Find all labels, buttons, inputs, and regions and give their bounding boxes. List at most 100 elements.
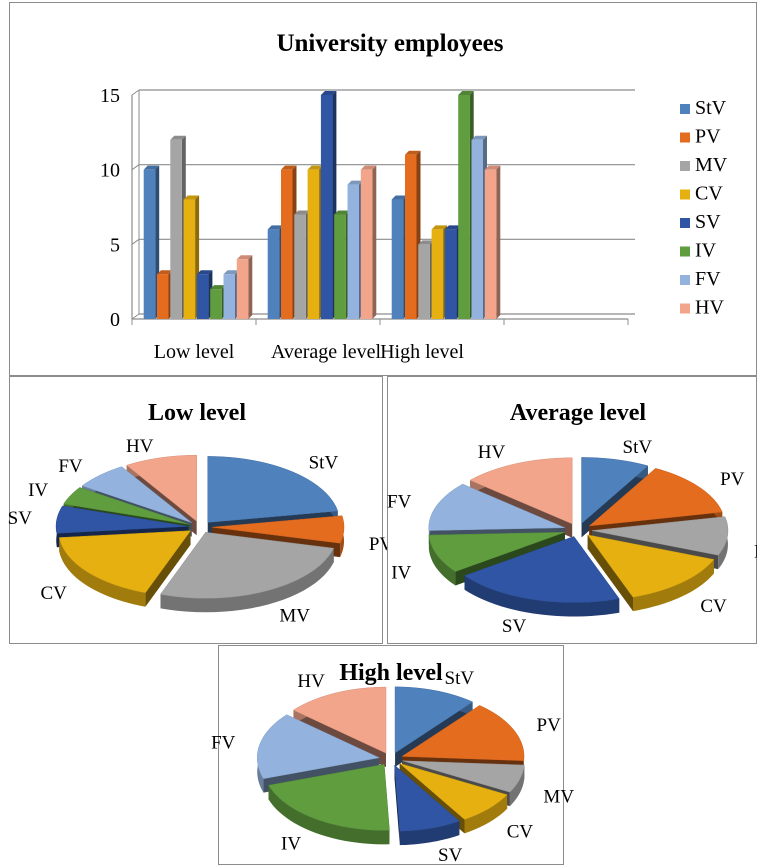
bar-face	[170, 139, 182, 319]
bar-top	[334, 210, 350, 215]
bar-iv-0	[210, 285, 226, 319]
y-tick-label: 0	[110, 309, 120, 331]
bar-fv-2	[471, 135, 487, 319]
legend-label-pv: PV	[695, 126, 721, 148]
slice-top	[58, 530, 192, 593]
bar-top	[183, 195, 200, 200]
pie-label-mv: MV	[279, 606, 310, 627]
legend-label-mv: MV	[695, 154, 728, 176]
bar-stv-0	[143, 165, 160, 319]
bar-face	[320, 95, 333, 319]
pie-label-fv: FV	[387, 491, 412, 512]
bar-top	[347, 180, 363, 185]
pie-slice-sv	[463, 536, 620, 617]
pie-chart-low-title: Low level	[148, 400, 246, 426]
bar-stv-2	[391, 195, 408, 319]
bar-top	[196, 270, 213, 275]
x-category-label: Low level	[154, 341, 235, 363]
bar-chart: University employees 0 5 10 15 Low level Aver…	[100, 30, 728, 363]
pie-chart-high: High level StV PV MV CV SV IV FV HV	[211, 660, 574, 866]
legend-swatch-fv	[680, 275, 690, 285]
legend-swatch-cv	[680, 189, 690, 200]
pie-label-stv: StV	[445, 668, 475, 689]
bar-top	[471, 135, 487, 140]
bar-top	[320, 91, 337, 95]
bar-face	[307, 169, 320, 319]
pie-label-hv: HV	[478, 442, 506, 463]
legend-swatch-pv	[680, 132, 690, 143]
legend-swatch-mv	[680, 161, 690, 171]
pie-chart-average-panel: Average level StV PV MV CV SV IV FV HV	[387, 376, 757, 644]
slice-top	[81, 466, 192, 523]
y-tick-label: 15	[100, 85, 120, 107]
bar-stv-1	[267, 225, 284, 319]
bar-face	[458, 95, 470, 319]
slice-top	[463, 536, 620, 603]
bar-side	[248, 255, 253, 319]
slice-top	[469, 457, 573, 525]
bar-face	[143, 169, 156, 319]
pie-label-pv: PV	[537, 715, 562, 736]
x-category-label: High level	[380, 341, 464, 363]
pie-label-sv: SV	[502, 616, 527, 637]
bar-cv-2	[431, 225, 448, 319]
slice-top	[402, 760, 525, 793]
grid-depth-line	[131, 238, 140, 245]
slice-side	[160, 548, 334, 613]
bar-top	[458, 91, 474, 95]
bar-chart-title: University employees	[276, 30, 503, 57]
bar-cv-0	[183, 195, 200, 319]
pie-label-fv: FV	[58, 456, 83, 477]
bar-top	[143, 165, 160, 170]
bar-top	[281, 165, 297, 170]
legend-label-iv: IV	[695, 240, 717, 262]
pie-label-cv: CV	[700, 596, 727, 617]
bar-side	[372, 165, 377, 319]
slice-top	[207, 456, 339, 523]
legend-swatch-iv	[680, 246, 690, 257]
bar-mv-0	[170, 135, 186, 319]
pie-slice-cv	[587, 534, 715, 612]
bar-mv-2	[418, 240, 434, 319]
pie-chart-low-panel: Low level StV PV MV CV SV IV FV HV	[8, 376, 393, 644]
grid-depth-line	[131, 313, 140, 320]
bar-hv-2	[484, 165, 501, 319]
bar-top	[444, 225, 461, 230]
bar-face	[196, 274, 209, 319]
slice-side	[464, 794, 508, 834]
slice-top	[591, 516, 729, 556]
slice-top	[587, 534, 715, 598]
y-tick-label: 5	[110, 234, 120, 256]
slice-wall	[145, 530, 191, 607]
legend-swatch-stv	[680, 104, 690, 114]
bar-top	[307, 165, 324, 170]
grid-depth-line	[131, 89, 140, 96]
bar-top	[431, 225, 448, 230]
bar-face	[210, 289, 222, 319]
pie-label-sv: SV	[8, 508, 33, 529]
pie-label-sv: SV	[438, 845, 463, 866]
pie-label-hv: HV	[297, 671, 325, 692]
bar-face	[391, 199, 404, 319]
legend-swatch-sv	[680, 218, 690, 228]
slice-side	[399, 821, 460, 846]
bar-top	[418, 240, 434, 245]
slice-top	[428, 532, 565, 572]
slice-top	[63, 487, 190, 525]
bar-sv-0	[196, 270, 213, 319]
slice-side	[428, 535, 456, 586]
bar-top	[405, 150, 421, 155]
bar-top	[294, 210, 310, 215]
bar-top	[484, 165, 501, 170]
slice-top	[160, 532, 335, 599]
pie-label-fv: FV	[211, 732, 236, 753]
slice-side	[509, 765, 525, 807]
legend-swatch-hv	[680, 303, 690, 314]
bar-face	[418, 244, 430, 319]
pie-label-cv: CV	[40, 583, 67, 604]
bar-face	[157, 274, 169, 319]
bar-iv-1	[334, 210, 350, 319]
pie-label-iv: IV	[281, 834, 301, 855]
pie-slice-sv	[394, 764, 460, 846]
bar-hv-1	[360, 165, 377, 319]
